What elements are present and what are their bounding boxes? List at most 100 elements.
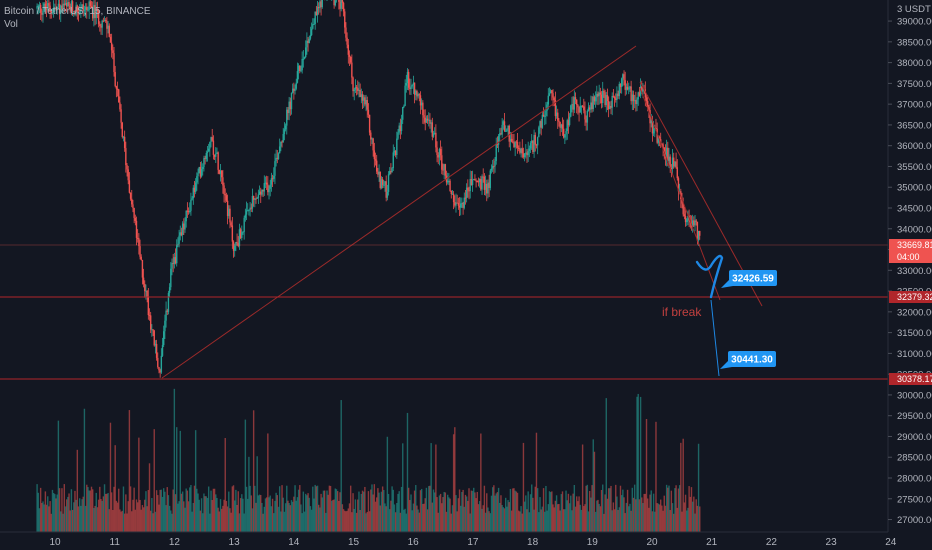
candle-body	[165, 310, 167, 321]
candle-body	[527, 150, 529, 156]
trendline-support[interactable]	[161, 45, 637, 379]
volume-bar	[546, 510, 548, 532]
candle-body	[431, 122, 434, 137]
volume-bar	[179, 430, 181, 532]
current-price-label[interactable]: 33669.81	[889, 239, 932, 251]
candle-body	[458, 205, 461, 208]
symbol-title[interactable]: Bitcoin / TetherUS, 15, BINANCE	[4, 6, 151, 17]
volume-bar	[42, 501, 44, 532]
candle-body	[604, 92, 606, 106]
volume-bar	[433, 492, 436, 532]
level-label-2[interactable]: 30378.17	[889, 373, 932, 385]
volume-bar	[310, 509, 313, 532]
volume-bar	[209, 513, 211, 532]
candle-body	[120, 109, 122, 123]
volume-bar	[125, 494, 127, 532]
candle-body	[217, 152, 219, 170]
volume-bar	[605, 398, 607, 532]
candle-body	[112, 50, 114, 54]
volume-bar	[515, 491, 518, 532]
volume-bar	[482, 505, 484, 532]
volume-bar	[533, 509, 535, 532]
candles	[36, 0, 701, 378]
candle-body	[231, 225, 234, 242]
candle-body	[586, 110, 589, 123]
candle-body	[47, 3, 49, 10]
time-axis[interactable]: 10 11 12 13 14 15 16 17 18 19 20 21 22 23 24	[0, 531, 897, 550]
candle-body	[364, 97, 366, 105]
candle-body	[261, 189, 263, 195]
candle-body	[348, 54, 351, 57]
level-label-1[interactable]: 32379.32	[889, 291, 932, 303]
candle-body	[605, 95, 607, 106]
volume-bar	[413, 490, 416, 532]
candle-body	[229, 208, 231, 223]
candle-body	[209, 142, 211, 149]
candle-body	[301, 58, 303, 71]
trendline-channel-upper[interactable]	[639, 81, 763, 307]
volume-bar	[89, 490, 92, 532]
callout-1[interactable]: 32426.59	[721, 270, 777, 288]
volume-bar	[71, 509, 74, 532]
candle-body	[560, 124, 563, 128]
candle-body	[471, 179, 474, 185]
candle-body	[136, 237, 139, 239]
volume-bar	[435, 444, 437, 532]
candle-body	[526, 152, 528, 156]
candle-body	[469, 178, 471, 192]
volume-bar	[315, 486, 318, 532]
candle-body	[425, 118, 428, 123]
candle-body	[625, 86, 628, 90]
candle-body	[215, 153, 217, 157]
candle-body	[686, 219, 688, 223]
volume-bar	[383, 490, 385, 532]
callout-2[interactable]: 30441.30	[720, 351, 776, 369]
freehand-drawing[interactable]	[695, 254, 724, 299]
candle-body	[656, 128, 658, 143]
volume-bar	[628, 506, 630, 532]
volume-bar	[190, 485, 192, 532]
candle-body	[200, 168, 203, 177]
volume-bar	[202, 513, 204, 532]
candle-body	[39, 4, 42, 13]
candle-body	[69, 5, 71, 11]
countdown-label[interactable]: 04:00	[889, 251, 932, 263]
volume-bar	[110, 492, 113, 532]
volume-bar	[514, 490, 516, 532]
volume-bar	[173, 388, 176, 532]
volume-bar	[192, 502, 194, 532]
volume-bar	[452, 434, 455, 532]
volume-bar	[455, 495, 457, 532]
candle-body	[180, 232, 183, 235]
time-tick-label: 11	[110, 537, 121, 548]
candle-body	[205, 153, 208, 160]
candle-body	[354, 87, 357, 90]
candle-body	[476, 181, 478, 183]
candle-body	[616, 93, 618, 100]
candle-body	[230, 222, 232, 226]
candle-body	[609, 106, 611, 110]
volume-bar	[103, 484, 106, 532]
candle-body	[306, 40, 308, 48]
candle-body	[68, 2, 70, 6]
volume-bar	[493, 485, 495, 532]
volume-bar	[398, 491, 400, 532]
volume-bar	[94, 505, 96, 532]
price-axis[interactable]: 27000.00 27500.00 28000.00 28500.00 29000.00…	[887, 0, 932, 550]
candle-body	[257, 194, 260, 198]
candle-body	[512, 141, 514, 143]
candle-body	[225, 195, 228, 201]
candle-body	[518, 147, 520, 149]
volume-bar	[84, 505, 87, 532]
if-break-note[interactable]: if break	[662, 305, 702, 319]
candle-body	[432, 133, 435, 137]
volume-bar	[288, 503, 290, 532]
volume-bar	[465, 496, 468, 532]
volume-bar	[300, 504, 302, 532]
candle-body	[222, 177, 224, 186]
drawings[interactable]: if break 32426.59 30441.30	[0, 45, 888, 380]
projection-line[interactable]	[710, 299, 720, 377]
trendline-channel-lower[interactable]	[639, 87, 721, 301]
candle-body	[132, 204, 134, 208]
